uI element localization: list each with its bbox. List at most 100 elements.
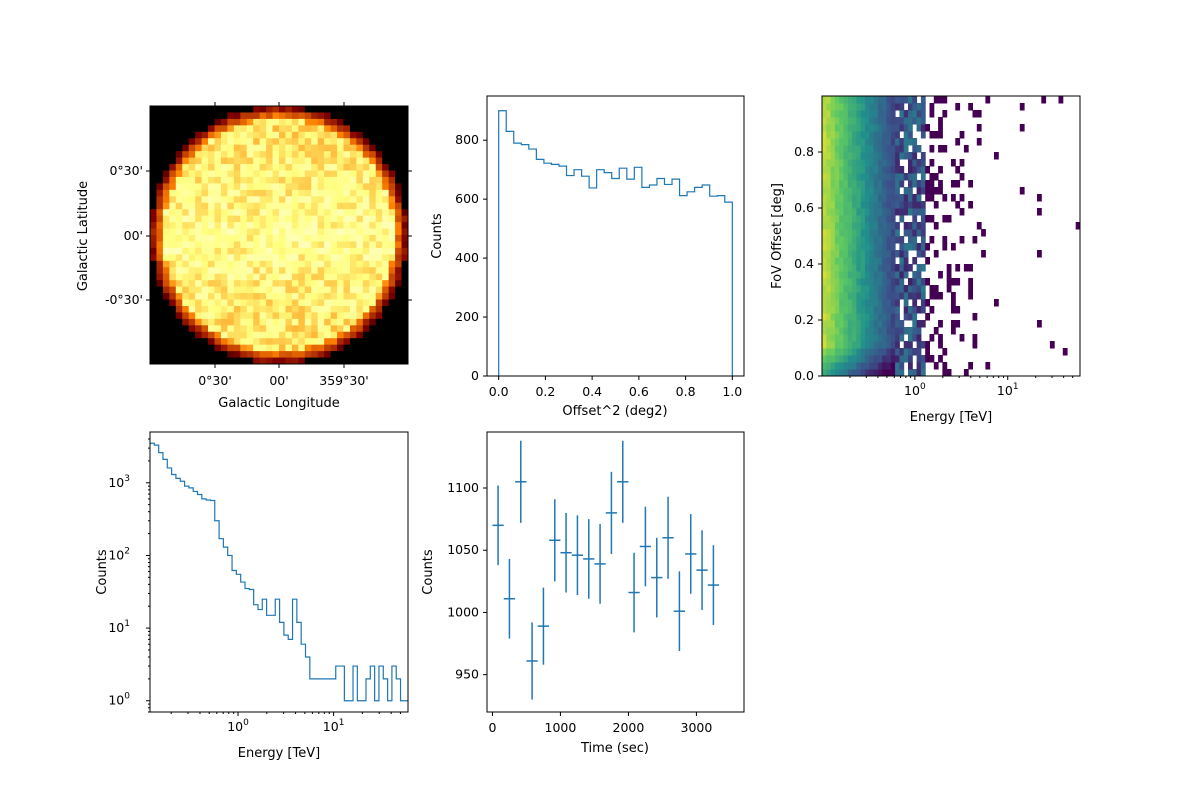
energy-offset-cell: [895, 124, 900, 132]
sky-map-pixel: [188, 228, 196, 236]
sky-map-pixel: [362, 305, 370, 313]
energy-offset-cell: [912, 173, 918, 181]
energy-offset-cell: [826, 124, 832, 132]
energy-offset-cell: [852, 369, 857, 376]
energy-offset-cell: [976, 124, 982, 132]
energy-offset-cell: [1037, 208, 1042, 216]
sky-map-pixel: [285, 260, 293, 268]
sky-map-pixel: [259, 286, 267, 294]
energy-offset-cell: [869, 159, 875, 167]
energy-offset-cell: [920, 278, 926, 286]
energy-offset-cell: [886, 187, 892, 195]
light-curve-point: [560, 512, 572, 593]
sky-map-pixel: [162, 273, 170, 281]
energy-offset-cell: [886, 208, 892, 216]
sky-map-pixel: [395, 357, 403, 364]
energy-offset-cell: [920, 369, 926, 376]
energy-hist-ytick-label: 102: [108, 546, 130, 562]
sky-map-pixel: [356, 157, 364, 165]
sky-map-pixel: [175, 228, 183, 236]
sky-map-pixel: [220, 176, 228, 184]
sky-map-pixel: [272, 138, 280, 146]
energy-offset-cell: [830, 194, 836, 202]
energy-offset-cell: [877, 201, 883, 209]
sky-map-pixel: [240, 202, 248, 210]
sky-map-pixel: [279, 189, 287, 197]
sky-map-pixel: [375, 267, 383, 275]
sky-map-pixel: [162, 357, 170, 364]
sky-map-pixel: [324, 151, 332, 159]
sky-map-pixel: [246, 209, 254, 217]
energy-offset-cell: [882, 138, 887, 146]
sky-map-pixel: [201, 338, 209, 346]
energy-offset-cell: [869, 173, 875, 181]
energy-offset-cell: [912, 271, 918, 279]
sky-map-pixel: [195, 125, 203, 133]
energy-offset-cell: [882, 327, 887, 335]
sky-map-pixel: [259, 196, 267, 204]
sky-map-pixel: [259, 164, 267, 172]
sky-map-pixel: [201, 293, 209, 301]
energy-offset-cell: [951, 327, 956, 335]
sky-map-pixel: [240, 215, 248, 223]
sky-map-pixel: [195, 299, 203, 307]
sky-map-pixel: [356, 118, 364, 126]
energy-offset-cell: [1019, 187, 1025, 195]
energy-offset-cell: [925, 257, 930, 265]
energy-offset-cell: [890, 208, 896, 216]
sky-map-pixel: [175, 286, 183, 294]
sky-map-pixel: [233, 267, 241, 275]
sky-map-pixel: [188, 357, 196, 364]
sky-map-pixel: [324, 286, 332, 294]
energy-offset-cell: [920, 320, 926, 328]
sky-map-pixel: [401, 151, 408, 159]
energy-offset-cell: [955, 264, 961, 272]
energy-offset-cell: [895, 103, 900, 111]
sky-map-pixel: [253, 357, 261, 364]
sky-map-pixel: [349, 260, 357, 268]
sky-map-pixel: [291, 325, 299, 333]
energy-offset-cell: [877, 285, 883, 293]
sky-map-pixel: [343, 138, 351, 146]
energy-offset-cell: [908, 131, 913, 139]
sky-map-pixel: [162, 125, 170, 133]
sky-map-pixel: [208, 112, 216, 120]
sky-map-pixel: [291, 138, 299, 146]
sky-map-pixel: [291, 202, 299, 210]
sky-map-pixel: [317, 351, 325, 359]
sky-map-pixel: [317, 260, 325, 268]
sky-map-pixel: [304, 164, 312, 172]
sky-map-pixel: [188, 125, 196, 133]
energy-offset-cell: [852, 285, 857, 293]
sky-map-pixel: [362, 209, 370, 217]
sky-map-pixel: [214, 118, 222, 126]
sky-map-pixel: [188, 157, 196, 165]
energy-offset-cell: [938, 187, 943, 195]
sky-map-pixel: [259, 183, 267, 191]
sky-map-pixel: [330, 235, 338, 243]
energy-offset-cell: [873, 117, 879, 125]
energy-offset-cell: [873, 299, 879, 307]
sky-map-pixel: [349, 157, 357, 165]
energy-offset-cell: [839, 299, 844, 307]
energy-offset-cell: [834, 180, 840, 188]
sky-map-pixel: [356, 112, 364, 120]
sky-map-pixel: [388, 254, 396, 262]
sky-map-pixel: [266, 106, 274, 114]
sky-map-pixel: [208, 235, 216, 243]
sky-map-pixel: [272, 228, 280, 236]
energy-offset-cell: [886, 250, 892, 258]
sky-map-pixel: [208, 106, 216, 114]
energy-offset-cell: [938, 355, 943, 363]
sky-map-pixel: [272, 338, 280, 346]
offset2-xtick-label: 1.0: [722, 384, 742, 399]
sky-map-pixel: [188, 338, 196, 346]
sky-map-pixel: [188, 241, 196, 249]
sky-map-pixel: [330, 131, 338, 139]
sky-map-pixel: [175, 125, 183, 133]
sky-map-pixel: [233, 106, 241, 114]
sky-map-pixel: [227, 331, 235, 339]
sky-map-pixel: [175, 299, 183, 307]
energy-offset-cell: [877, 313, 883, 321]
energy-offset-cell: [955, 306, 961, 314]
